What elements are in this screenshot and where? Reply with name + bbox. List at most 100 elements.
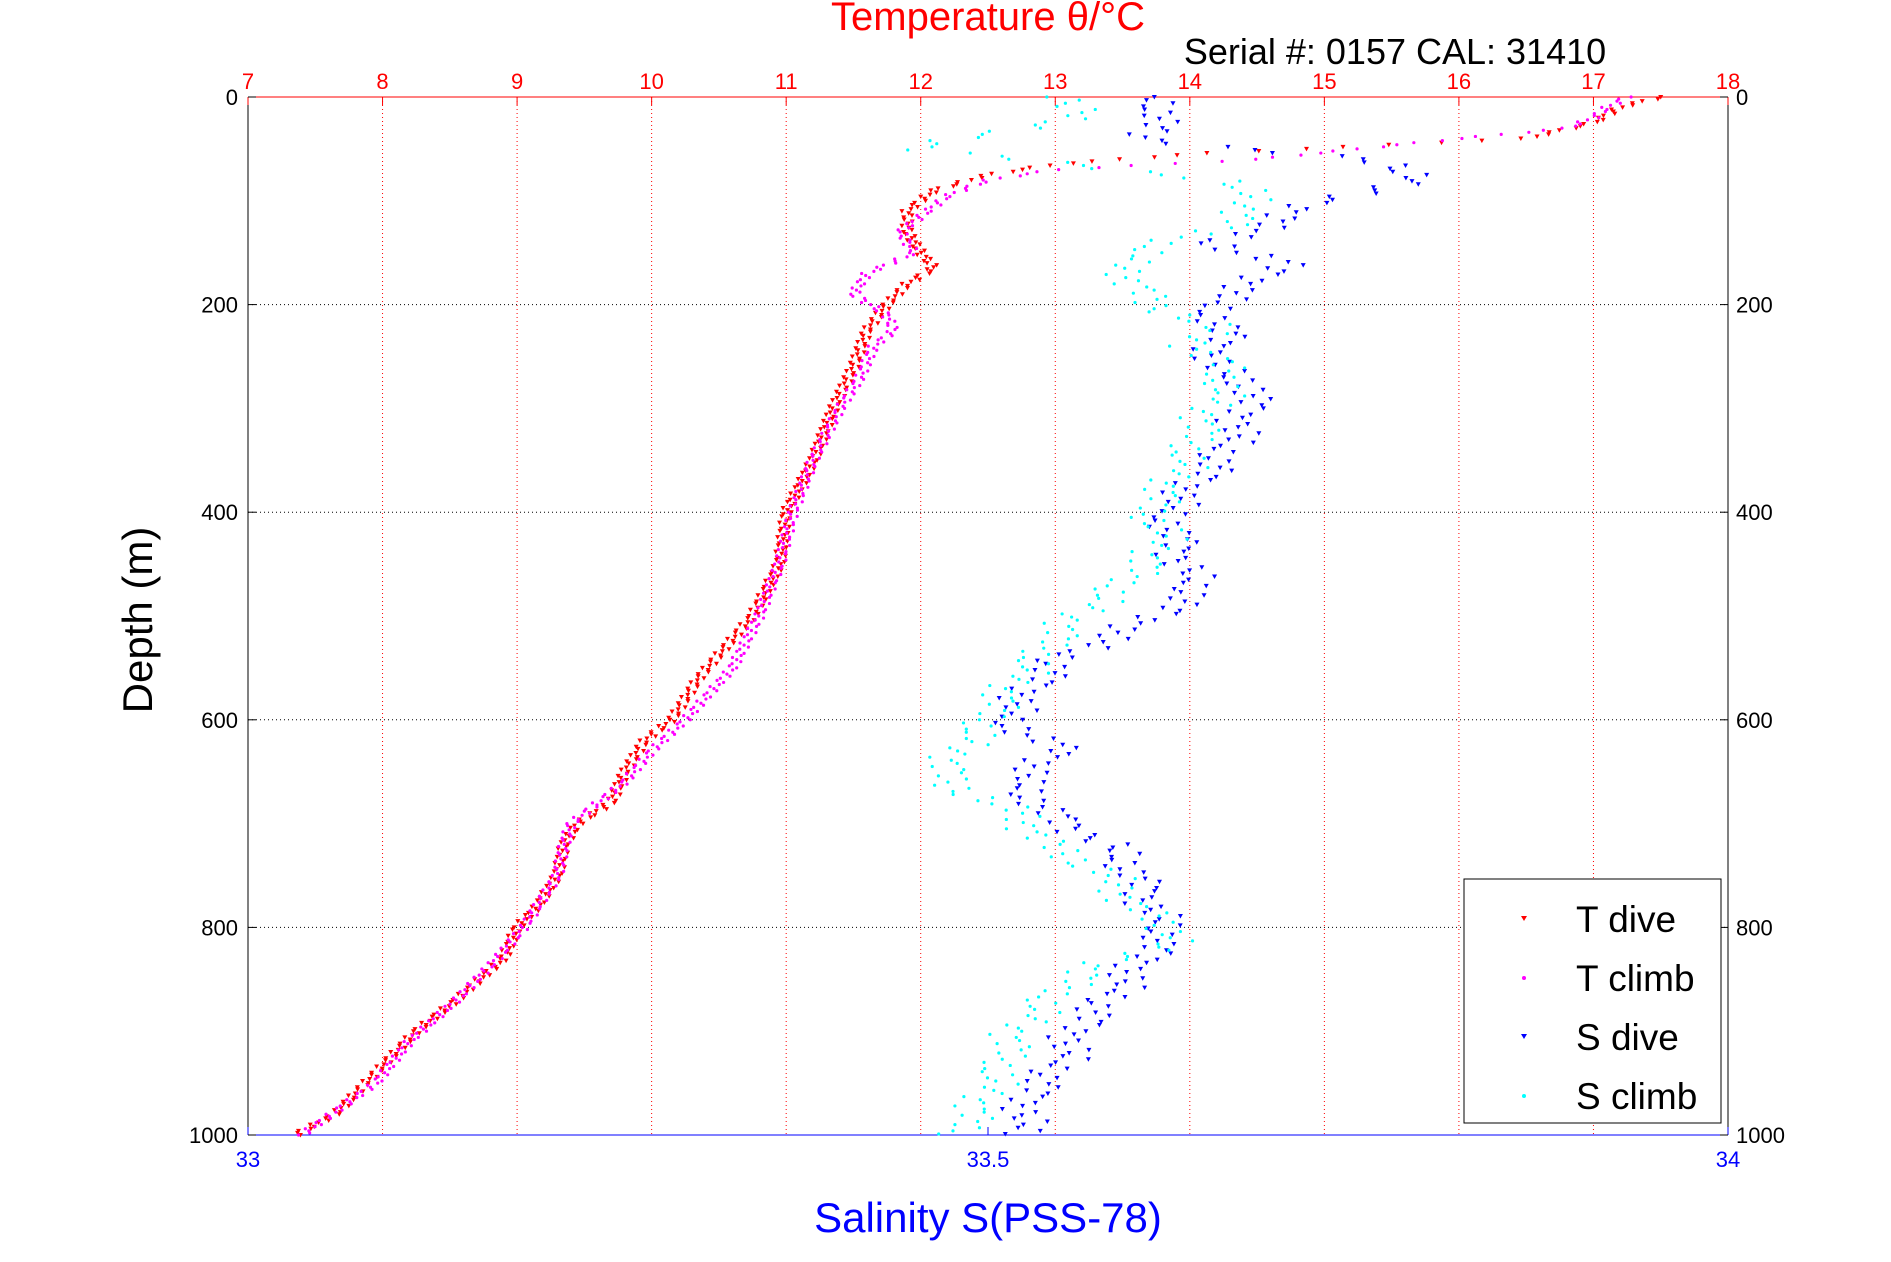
- data-point: [1049, 855, 1053, 859]
- data-point: [1032, 667, 1038, 673]
- data-point: [383, 1058, 389, 1063]
- data-point: [505, 933, 511, 939]
- temp-tick-label: 10: [639, 69, 663, 94]
- data-point: [1045, 761, 1051, 766]
- depth-tick-label-left: 200: [201, 293, 238, 318]
- data-point: [1144, 905, 1149, 909]
- data-point: [776, 547, 780, 552]
- data-point: [1038, 789, 1044, 794]
- salinity-tick-labels: 33 33.5 34: [236, 1127, 1740, 1172]
- data-point: [449, 1006, 453, 1010]
- data-point: [402, 1035, 408, 1040]
- data-point: [1259, 403, 1265, 408]
- data-point: [580, 821, 586, 827]
- data-point: [1300, 263, 1306, 268]
- data-point: [561, 830, 565, 834]
- data-point: [1026, 805, 1030, 809]
- data-point: [1089, 976, 1093, 980]
- data-point: [1065, 814, 1071, 819]
- data-point: [878, 267, 883, 271]
- data-point: [296, 1133, 301, 1137]
- data-point: [904, 285, 910, 291]
- data-point: [866, 361, 870, 365]
- data-point: [1152, 920, 1158, 925]
- data-point: [1102, 864, 1108, 869]
- data-point: [689, 707, 693, 712]
- data-point: [407, 1039, 413, 1045]
- data-point: [1218, 443, 1224, 449]
- data-point: [572, 829, 578, 835]
- data-point: [754, 631, 758, 635]
- data-point: [554, 854, 560, 860]
- data-point: [794, 489, 798, 494]
- data-point: [431, 1017, 435, 1021]
- data-point: [1248, 235, 1254, 240]
- data-point: [1000, 1057, 1004, 1061]
- data-point: [1105, 584, 1109, 588]
- data-point: [1129, 515, 1133, 519]
- depth-tick-label-left: 400: [201, 500, 238, 525]
- data-point: [1152, 889, 1158, 894]
- data-point: [981, 178, 985, 182]
- data-point: [1155, 571, 1160, 576]
- data-point: [1130, 550, 1134, 554]
- data-point: [308, 1131, 312, 1135]
- data-point: [1061, 852, 1065, 856]
- data-point: [525, 927, 530, 932]
- data-point: [717, 682, 721, 687]
- data-point: [727, 664, 731, 668]
- data-point: [918, 250, 924, 256]
- data-point: [1101, 609, 1105, 613]
- data-point: [566, 824, 570, 828]
- data-point: [745, 616, 751, 621]
- data-point: [1028, 1004, 1032, 1008]
- data-point: [571, 836, 577, 841]
- data-point: [466, 981, 470, 986]
- data-point: [1655, 97, 1661, 102]
- data-point: [557, 878, 561, 882]
- data-point: [1015, 1125, 1021, 1131]
- data-point: [1122, 901, 1128, 907]
- data-point: [1199, 565, 1205, 570]
- data-point: [1112, 282, 1116, 286]
- data-point: [576, 819, 580, 824]
- data-point: [964, 730, 968, 734]
- data-point: [1208, 478, 1214, 483]
- data-point: [1225, 332, 1229, 336]
- data-point: [508, 940, 512, 944]
- data-point: [659, 728, 665, 733]
- data-point: [1095, 973, 1099, 977]
- data-point: [1010, 169, 1016, 175]
- data-point: [1150, 553, 1154, 557]
- data-point: [1106, 1013, 1112, 1019]
- data-point: [863, 298, 868, 303]
- data-point: [1109, 867, 1113, 871]
- data-point: [980, 1070, 984, 1074]
- data-point: [908, 279, 914, 285]
- data-point: [1168, 936, 1172, 940]
- data-point: [601, 795, 605, 799]
- data-point: [869, 319, 875, 324]
- data-point: [603, 792, 607, 797]
- data-point: [1194, 319, 1200, 324]
- data-point: [1164, 534, 1168, 538]
- data-point: [777, 560, 781, 564]
- data-point: [746, 626, 750, 631]
- data-point: [1083, 1029, 1089, 1034]
- data-point: [1248, 412, 1254, 418]
- data-point: [1089, 982, 1093, 987]
- data-point: [1242, 334, 1248, 340]
- data-point: [676, 726, 680, 730]
- data-point: [1063, 101, 1067, 105]
- data-point: [1147, 260, 1152, 264]
- data-point: [688, 680, 694, 685]
- data-point: [1033, 1110, 1039, 1115]
- data-point: [503, 958, 509, 964]
- data-point: [755, 611, 761, 617]
- data-point: [1009, 686, 1015, 692]
- data-point: [1158, 904, 1164, 910]
- data-point: [1042, 845, 1046, 850]
- data-point: [675, 707, 681, 712]
- data-point: [982, 1085, 987, 1089]
- data-point: [397, 1058, 402, 1062]
